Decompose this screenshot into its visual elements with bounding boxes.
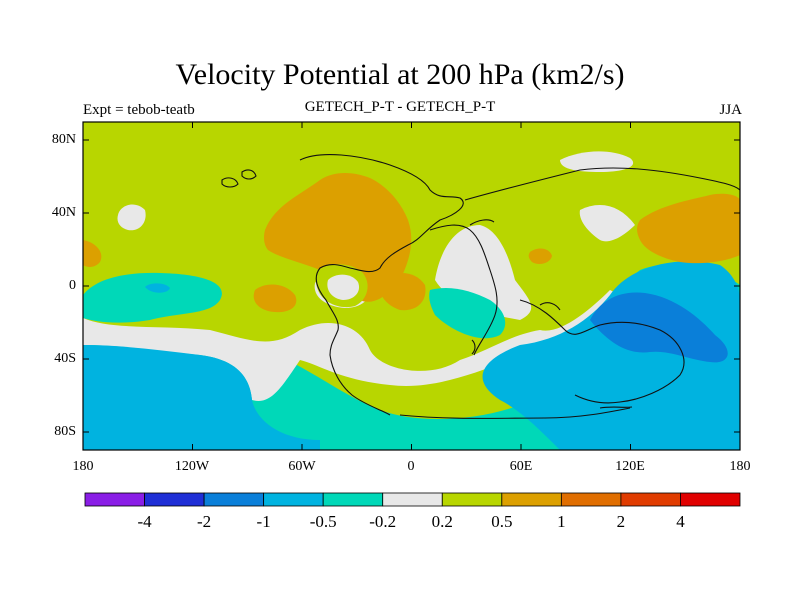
colorbar-tick-label: -1 [256, 512, 271, 531]
lat-label-80n: 80N [51, 132, 76, 147]
coastlines [221, 154, 740, 419]
field-neutral-northwest [117, 204, 146, 231]
experiment-label: Expt = tebob-teatb [83, 102, 195, 118]
colorbar-box [441, 492, 503, 507]
model-label: GETECH_P-T - GETECH_P-T [304, 99, 496, 115]
colorbar-tick-label: 0.5 [491, 512, 513, 531]
field-neutral-south [83, 290, 630, 401]
colorbar-tick-label: -2 [196, 512, 212, 531]
colorbar-box [144, 492, 205, 507]
colorbar-tick-label: -0.2 [369, 512, 397, 531]
lon-label-180e: 180 [729, 459, 751, 474]
lon-label-180w: 180 [72, 459, 94, 474]
colorbar-tick-label: 4 [676, 512, 685, 531]
field-negative-strong [590, 292, 728, 363]
season-label: JJA [719, 102, 742, 118]
field-neutral-north [560, 151, 634, 172]
colorbar-tick-label: 0.2 [431, 512, 453, 531]
lat-label-80s: 80S [54, 424, 76, 439]
colorbar-box [322, 492, 384, 507]
field-negative-weak-central [429, 288, 506, 339]
colorbar-tick-label: -0.5 [309, 512, 337, 531]
field-positive-mid-ring [379, 273, 426, 311]
field-positive-mid-center [264, 173, 412, 302]
colorbar-box [680, 492, 741, 507]
lon-label-60w: 60W [288, 459, 316, 474]
field-positive-mid-small [528, 248, 552, 264]
field-positive-mid-east [637, 193, 740, 264]
field-layer [83, 122, 740, 450]
colorbar-tick-label: 2 [616, 512, 626, 531]
lon-label-120e: 120E [615, 459, 645, 474]
field-negative-mid-west [145, 283, 170, 293]
field-negative-mid-south [83, 345, 320, 450]
colorbar-box [263, 492, 324, 507]
axis-ticks [82, 122, 741, 450]
chart-title: Velocity Potential at 200 hPa (km2/s) [175, 58, 625, 91]
lat-label-40s: 40S [54, 351, 76, 366]
colorbar-box [501, 492, 562, 507]
field-negative-weak-west [83, 272, 222, 323]
colorbar-box [560, 492, 622, 507]
lat-label-40n: 40N [51, 205, 76, 220]
colorbar-tick-label: 1 [557, 512, 566, 531]
colorbar-box [382, 492, 443, 507]
field-neutral-inner [327, 274, 360, 300]
lon-label-120w: 120W [174, 459, 210, 474]
lon-label-0: 0 [407, 459, 415, 474]
colorbar-tick-label: -4 [137, 512, 152, 531]
colorbar [84, 492, 741, 507]
colorbar-box [620, 492, 681, 507]
field-neutral-east-inlet [579, 205, 635, 242]
field-positive-mid-west [253, 284, 297, 313]
colorbar-box [84, 492, 145, 507]
lon-label-60e: 60E [509, 459, 533, 474]
colorbar-box [203, 492, 265, 507]
lat-label-0: 0 [69, 278, 76, 293]
field-positive-mid-far-west [83, 240, 102, 267]
